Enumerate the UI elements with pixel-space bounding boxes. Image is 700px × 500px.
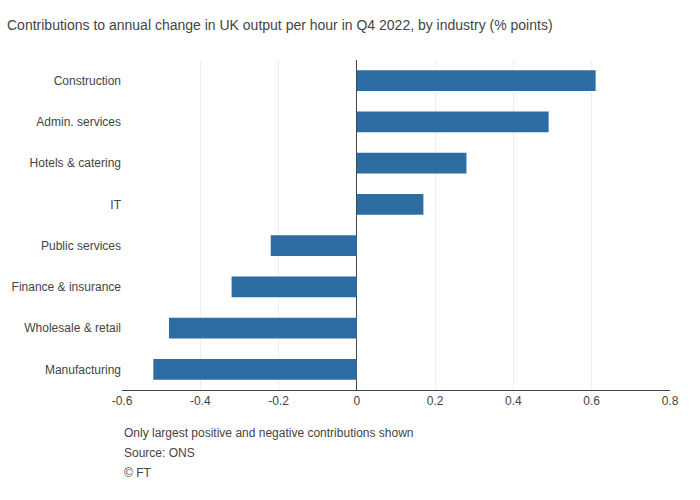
svg-text:0.2: 0.2 <box>427 394 444 408</box>
svg-text:© FT: © FT <box>124 466 152 480</box>
svg-text:Admin. services: Admin. services <box>36 115 121 129</box>
svg-text:IT: IT <box>110 198 121 212</box>
svg-text:0.6: 0.6 <box>583 394 600 408</box>
svg-text:Hotels & catering: Hotels & catering <box>30 156 121 170</box>
svg-text:Wholesale & retail: Wholesale & retail <box>24 321 121 335</box>
svg-text:-0.6: -0.6 <box>112 394 133 408</box>
svg-text:Only largest positive and nega: Only largest positive and negative contr… <box>124 426 414 440</box>
svg-text:Contributions to annual change: Contributions to annual change in UK out… <box>7 17 553 33</box>
svg-text:Construction: Construction <box>54 74 121 88</box>
svg-text:Public services: Public services <box>41 239 121 253</box>
svg-text:0: 0 <box>354 394 361 408</box>
svg-text:Source: ONS: Source: ONS <box>124 446 195 460</box>
svg-text:0.4: 0.4 <box>505 394 522 408</box>
svg-text:-0.4: -0.4 <box>190 394 211 408</box>
svg-text:Manufacturing: Manufacturing <box>45 363 121 377</box>
svg-text:0.8: 0.8 <box>662 394 679 408</box>
svg-text:Finance & insurance: Finance & insurance <box>12 280 122 294</box>
svg-text:-0.2: -0.2 <box>268 394 289 408</box>
